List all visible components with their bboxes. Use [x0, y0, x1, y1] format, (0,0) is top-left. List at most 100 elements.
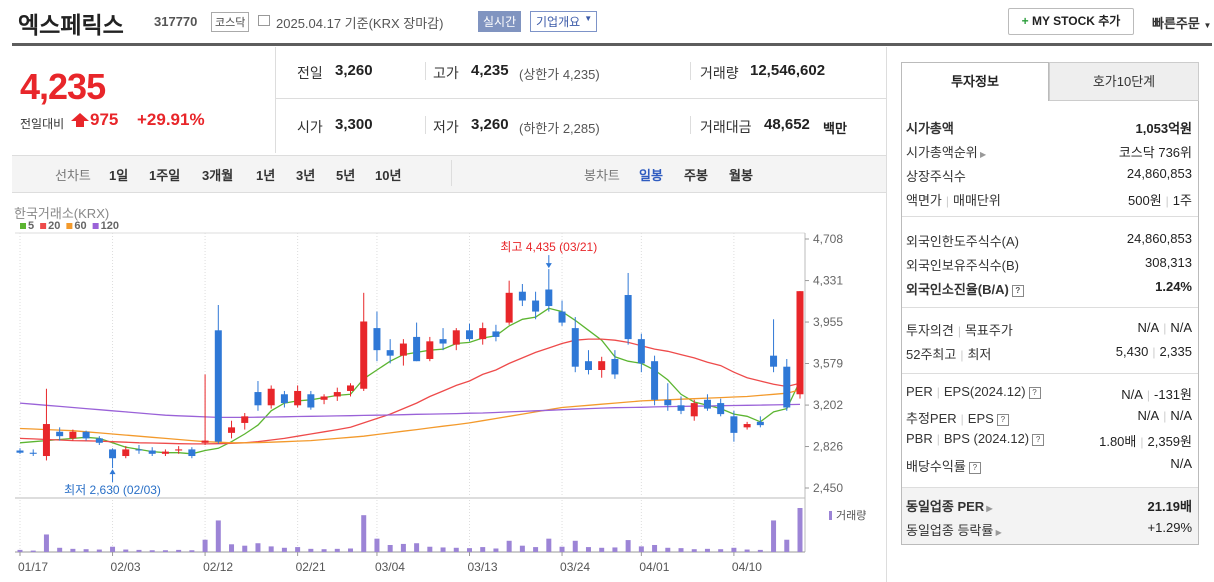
- tab[interactable]: 주봉: [684, 168, 708, 183]
- info-row: 추정PER | EPS? N/A | N/A: [906, 408, 1192, 428]
- volume-icon: [829, 511, 832, 520]
- info-label-text: 매매단위: [953, 193, 1001, 208]
- tab[interactable]: 5년: [336, 168, 356, 183]
- info-label: PBR | BPS (2024.12)?: [906, 431, 1045, 446]
- tab-active[interactable]: 일봉: [639, 168, 663, 183]
- info-value-text: 1주: [1172, 193, 1192, 208]
- info-value-text: N/A: [1170, 408, 1192, 423]
- info-value: N/A | -131원: [1121, 387, 1192, 402]
- candle-body: [558, 311, 566, 323]
- help-icon[interactable]: ?: [1011, 284, 1024, 297]
- volume-bar: [718, 549, 724, 552]
- volume-bar: [665, 547, 671, 552]
- volume-bar: [334, 548, 340, 552]
- info-value-text: N/A: [1137, 320, 1160, 335]
- volume-bar: [533, 547, 539, 552]
- info-row: 동일업종 PER ▶ 21.19배: [906, 496, 1192, 516]
- help-icon[interactable]: ?: [1028, 386, 1041, 399]
- volume-bar: [202, 539, 208, 552]
- tab[interactable]: 1년: [256, 168, 276, 183]
- volume-bar: [30, 550, 36, 552]
- volume-bar: [136, 549, 142, 552]
- candle-body: [95, 438, 103, 443]
- up-arrow: [71, 113, 89, 127]
- info-tab[interactable]: 호가10단계: [1049, 62, 1199, 101]
- candle-body: [135, 449, 143, 451]
- candle-body: [426, 341, 434, 359]
- quote-value: 3,260: [471, 116, 509, 133]
- tab[interactable]: 1일: [109, 168, 129, 183]
- overview-button[interactable]: 기업개요 ▼: [530, 11, 598, 32]
- info-row: PER | EPS(2024.12)? N/A | -131원: [906, 384, 1192, 404]
- candle-body: [228, 427, 236, 433]
- tab[interactable]: 10년: [375, 168, 402, 183]
- max-annotation: 최고 4,435 (03/21): [500, 240, 597, 254]
- volume-bar: [757, 549, 763, 552]
- quote-note: (상한가 4,235): [519, 67, 600, 82]
- volume-bar: [400, 543, 406, 552]
- info-value: N/A | N/A: [1137, 320, 1192, 335]
- candle-body: [783, 366, 791, 408]
- info-label: PER | EPS(2024.12)?: [906, 384, 1041, 399]
- tab[interactable]: 3년: [296, 168, 316, 183]
- mystock-button[interactable]: + MY STOCK 추가: [1008, 8, 1134, 35]
- volume-bar: [268, 546, 274, 552]
- quick-order[interactable]: 빠른주문 ▼: [1152, 16, 1212, 31]
- candle-body: [611, 358, 619, 375]
- info-tab-active[interactable]: 투자정보: [901, 62, 1049, 101]
- info-label-text: 투자의견: [906, 323, 954, 338]
- volume-bar: [17, 549, 23, 552]
- ma-line: [19, 389, 801, 444]
- info-label: 추정PER | EPS?: [906, 408, 1009, 427]
- candle-body: [214, 330, 222, 442]
- tab[interactable]: 월봉: [729, 168, 753, 183]
- quote-label: 전일: [297, 65, 323, 81]
- info-label[interactable]: 동일업종 PER ▶: [906, 499, 993, 514]
- info-label-text: EPS: [967, 411, 994, 426]
- change-rate: +29.91%: [137, 110, 205, 129]
- info-value: 24,860,853: [1126, 166, 1192, 181]
- y-tick-label: 4,708: [813, 232, 843, 246]
- volume-bar: [255, 543, 261, 552]
- info-value: N/A: [1170, 456, 1192, 471]
- volume-bar: [229, 544, 235, 552]
- quote-label: 거래대금: [700, 119, 752, 135]
- candle-body: [241, 416, 249, 423]
- legend-label: 60: [74, 220, 86, 232]
- help-icon[interactable]: ?: [996, 413, 1009, 426]
- info-value: 1.80배 | 2,359원: [1099, 434, 1192, 449]
- quote-value: 12,546,602: [750, 62, 826, 79]
- candle-body: [505, 292, 513, 323]
- volume-bar: [83, 549, 89, 552]
- candle-body: [307, 394, 315, 408]
- volume-bar: [612, 547, 618, 552]
- volume-bar: [189, 550, 195, 552]
- volume-bar: [599, 547, 605, 552]
- help-icon[interactable]: ?: [1032, 433, 1045, 446]
- help-icon[interactable]: ?: [968, 461, 981, 474]
- volume-bar: [704, 548, 710, 552]
- tab[interactable]: 1주일: [149, 168, 181, 183]
- current-price: 4,235: [20, 66, 106, 107]
- divider: [425, 62, 426, 80]
- tab[interactable]: 3개월: [202, 168, 234, 183]
- divider: [902, 216, 1198, 217]
- info-label-text: 최저: [967, 347, 992, 362]
- candle-body: [29, 452, 37, 454]
- info-row: 52주최고 | 최저 5,430 | 2,335: [906, 344, 1192, 364]
- quote-label: 시가: [297, 119, 323, 135]
- quote-label: 고가: [433, 65, 459, 81]
- volume-bar: [784, 539, 790, 552]
- info-label[interactable]: 동일업종 등락률 ▶: [906, 523, 1002, 538]
- realtime-badge[interactable]: 실시간: [478, 11, 522, 32]
- divider: [690, 62, 691, 80]
- volume-bar: [506, 540, 512, 552]
- info-value: 500원 | 1주: [1128, 193, 1192, 208]
- candle-body: [796, 291, 804, 395]
- chart-source: 한국거래소(KRX): [14, 206, 109, 221]
- legend-swatch: [40, 223, 47, 229]
- x-tick-label: 03/24: [560, 560, 590, 574]
- info-label[interactable]: 시가총액순위 ▶: [906, 145, 987, 160]
- divider: [902, 373, 1198, 374]
